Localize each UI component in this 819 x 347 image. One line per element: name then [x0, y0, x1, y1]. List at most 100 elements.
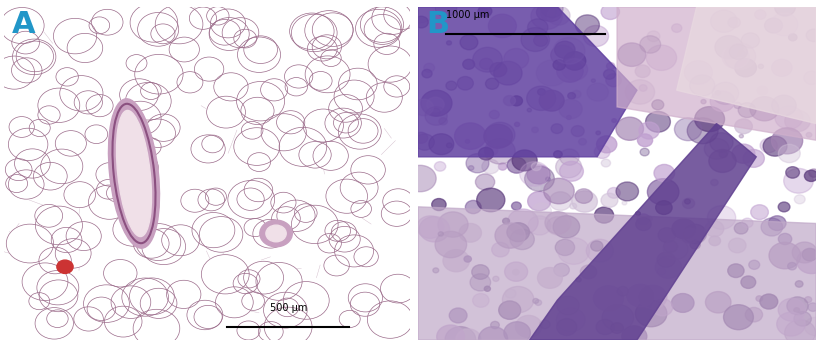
Circle shape	[0, 56, 34, 89]
Circle shape	[243, 36, 277, 64]
Circle shape	[532, 185, 540, 191]
Circle shape	[130, 3, 178, 42]
Circle shape	[520, 28, 549, 51]
Ellipse shape	[116, 110, 152, 237]
Circle shape	[803, 170, 817, 181]
Circle shape	[485, 122, 514, 147]
Circle shape	[533, 35, 547, 46]
Circle shape	[646, 31, 659, 42]
Circle shape	[625, 80, 654, 104]
Circle shape	[309, 71, 332, 90]
Circle shape	[600, 193, 618, 208]
Circle shape	[414, 132, 428, 143]
Circle shape	[285, 78, 307, 96]
Circle shape	[140, 288, 177, 319]
Circle shape	[505, 289, 515, 298]
Circle shape	[515, 315, 541, 338]
Circle shape	[331, 222, 356, 242]
Circle shape	[737, 51, 744, 57]
Circle shape	[540, 4, 561, 22]
Circle shape	[700, 100, 705, 104]
Circle shape	[324, 108, 361, 138]
Circle shape	[663, 239, 687, 260]
Polygon shape	[617, 7, 815, 140]
Circle shape	[750, 205, 767, 220]
Circle shape	[540, 0, 563, 18]
Circle shape	[241, 97, 274, 125]
Circle shape	[360, 7, 403, 42]
Circle shape	[606, 62, 614, 69]
Circle shape	[709, 91, 734, 111]
Circle shape	[161, 225, 199, 256]
Circle shape	[571, 126, 583, 136]
Circle shape	[657, 268, 665, 275]
Circle shape	[426, 97, 444, 112]
Circle shape	[801, 248, 817, 261]
Circle shape	[586, 239, 613, 262]
Circle shape	[437, 325, 464, 347]
Circle shape	[569, 203, 576, 209]
Circle shape	[559, 161, 582, 181]
Circle shape	[333, 112, 358, 133]
Circle shape	[586, 83, 608, 101]
Circle shape	[214, 73, 248, 101]
Circle shape	[237, 188, 264, 210]
Circle shape	[556, 319, 576, 336]
Circle shape	[758, 64, 762, 69]
Circle shape	[11, 58, 42, 83]
Circle shape	[469, 274, 490, 291]
Circle shape	[328, 94, 362, 122]
Circle shape	[805, 133, 811, 137]
Circle shape	[559, 99, 581, 119]
Circle shape	[472, 294, 488, 307]
Circle shape	[640, 148, 649, 156]
Circle shape	[610, 323, 622, 333]
Circle shape	[256, 262, 301, 301]
Circle shape	[727, 238, 745, 253]
Circle shape	[495, 223, 524, 248]
Circle shape	[635, 218, 650, 231]
Circle shape	[759, 138, 776, 153]
Circle shape	[138, 12, 179, 46]
Circle shape	[383, 76, 410, 97]
Circle shape	[571, 191, 597, 212]
Circle shape	[85, 125, 107, 144]
Circle shape	[768, 242, 800, 269]
Circle shape	[777, 234, 791, 245]
Circle shape	[328, 226, 360, 252]
Circle shape	[635, 301, 666, 327]
Circle shape	[617, 43, 645, 66]
Circle shape	[74, 307, 103, 331]
Circle shape	[464, 139, 469, 143]
Circle shape	[727, 17, 740, 28]
Circle shape	[600, 4, 619, 19]
Circle shape	[37, 270, 79, 305]
Circle shape	[601, 304, 633, 331]
Circle shape	[92, 9, 123, 35]
Circle shape	[457, 77, 473, 90]
Circle shape	[324, 255, 349, 276]
Circle shape	[113, 213, 154, 246]
Circle shape	[756, 86, 767, 95]
Circle shape	[539, 90, 563, 111]
Circle shape	[682, 224, 706, 244]
Circle shape	[484, 286, 490, 291]
Circle shape	[111, 152, 157, 190]
Circle shape	[693, 118, 699, 122]
Circle shape	[611, 119, 616, 122]
Circle shape	[555, 156, 581, 178]
Circle shape	[263, 292, 307, 328]
Circle shape	[638, 122, 658, 139]
Circle shape	[113, 136, 134, 153]
Circle shape	[767, 216, 785, 230]
Circle shape	[645, 216, 652, 221]
Circle shape	[554, 239, 574, 255]
Circle shape	[64, 182, 95, 208]
Circle shape	[737, 103, 755, 118]
Circle shape	[502, 286, 533, 313]
Circle shape	[265, 225, 286, 242]
Circle shape	[595, 319, 613, 335]
Circle shape	[621, 326, 646, 347]
Circle shape	[449, 308, 467, 323]
Circle shape	[111, 286, 151, 319]
